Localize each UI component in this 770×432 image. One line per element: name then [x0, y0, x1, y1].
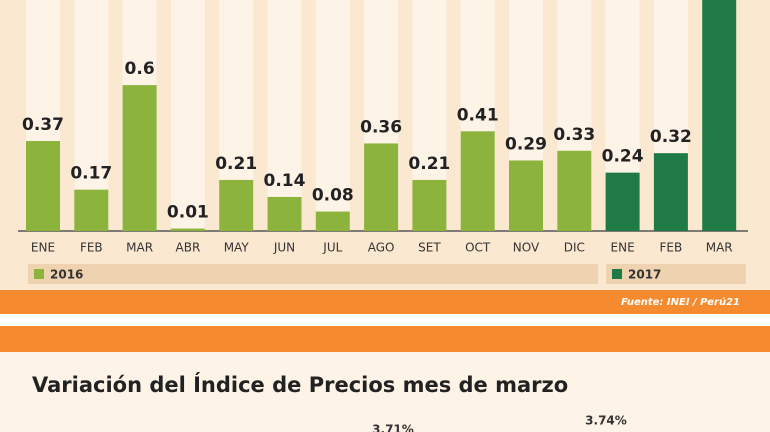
- data-label: 0.21: [215, 154, 257, 174]
- data-label: 0.08: [312, 186, 354, 206]
- data-label: 0.41: [457, 105, 499, 125]
- column-stripe: [267, 0, 302, 231]
- x-tick-label: SET: [418, 241, 441, 255]
- source-band: [0, 290, 770, 314]
- chart-title: Variación del Índice de Precios mes de m…: [32, 372, 568, 397]
- legend-band: [606, 264, 746, 284]
- bar: [460, 131, 495, 231]
- x-tick-label: MAR: [706, 241, 733, 255]
- data-label: 0.17: [70, 164, 112, 184]
- x-tick-label: MAY: [224, 241, 250, 255]
- legend-swatch: [34, 269, 44, 279]
- x-tick-label: ABR: [176, 241, 201, 255]
- bar: [557, 150, 592, 231]
- bar: [364, 143, 399, 231]
- bar: [509, 160, 543, 231]
- bar: [605, 172, 640, 231]
- bar: [219, 179, 254, 231]
- column-stripe: [315, 0, 350, 231]
- x-tick-label: MAR: [126, 241, 153, 255]
- data-label: 0.21: [408, 154, 450, 174]
- legend-band: [28, 264, 598, 284]
- data-label: 0.36: [360, 117, 402, 137]
- background: [0, 352, 770, 432]
- annotation: 3.71%: [372, 423, 414, 432]
- band: [0, 326, 770, 352]
- x-tick-label: OCT: [465, 241, 491, 255]
- x-tick-label: FEB: [80, 241, 103, 255]
- bar: [702, 0, 737, 231]
- source: Fuente: INEI / Perú21: [621, 296, 740, 308]
- x-tick-label: FEB: [660, 241, 683, 255]
- bar: [315, 211, 350, 231]
- bar: [74, 189, 109, 231]
- annotation: 3.74%: [585, 414, 627, 428]
- legend-label: 2016: [50, 268, 83, 282]
- bar: [122, 85, 157, 232]
- x-tick-label: DIC: [564, 241, 585, 255]
- x-tick-label: ENE: [31, 241, 55, 255]
- x-tick-label: ENE: [611, 241, 635, 255]
- data-label: 0.01: [167, 203, 209, 223]
- gap: [0, 314, 770, 326]
- bar: [170, 228, 205, 231]
- data-label: 0.24: [602, 147, 644, 167]
- bar: [412, 179, 447, 231]
- x-tick-label: AGO: [368, 241, 395, 255]
- data-label: 0.29: [505, 134, 547, 154]
- data-label: 0.14: [264, 171, 306, 191]
- data-label: 0.37: [22, 115, 64, 135]
- bar: [653, 153, 688, 231]
- x-tick-label: JUN: [273, 241, 295, 255]
- x-tick-label: NOV: [513, 241, 540, 255]
- bar: [26, 141, 60, 231]
- legend-swatch: [612, 269, 622, 279]
- x-tick-label: JUL: [322, 241, 342, 255]
- column-stripe: [170, 0, 205, 231]
- data-label: 0.32: [650, 127, 692, 147]
- data-label: 0.6: [125, 59, 155, 79]
- legend-label: 2017: [628, 268, 661, 282]
- data-label: 0.33: [553, 125, 595, 145]
- bar: [267, 196, 302, 231]
